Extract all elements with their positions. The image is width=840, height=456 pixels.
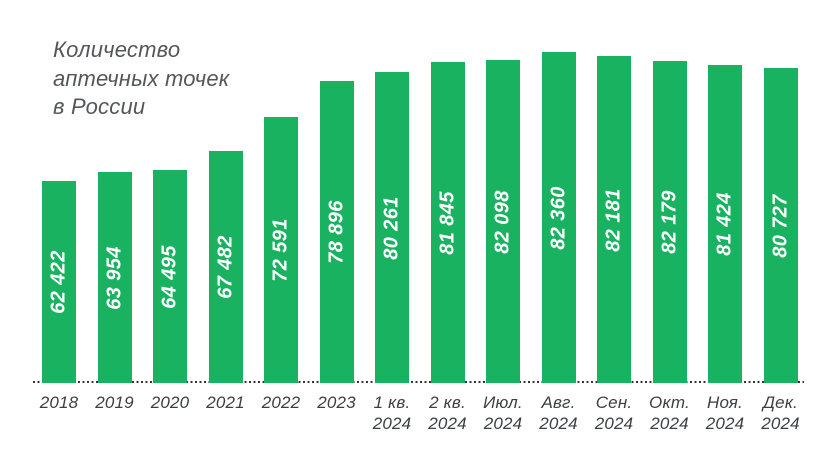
x-axis-label-2018: 2018	[27, 392, 91, 413]
x-axis-label-line-1: 2018	[39, 393, 79, 412]
x-axis-label-line-1: 2022	[261, 393, 301, 412]
x-axis-dotted-baseline	[33, 381, 804, 383]
bar-value-label: 80 261	[380, 195, 403, 260]
bar-value-label: 82 181	[602, 187, 625, 252]
x-axis-label-1-кв-2024: 1 кв. 2024	[360, 392, 424, 434]
bar-2019: 63 954	[97, 172, 132, 383]
x-axis-label-line-1: 2021	[206, 393, 245, 412]
x-axis-label-Дек-2024: Дек. 2024	[749, 392, 813, 434]
x-axis-label-Ноя-2024: Ноя. 2024	[693, 392, 757, 434]
bar-2-кв-2024: 81 845	[430, 62, 465, 383]
bar-Дек-2024: 80 727	[763, 68, 798, 383]
x-axis-label-line-2: 2024	[594, 414, 634, 433]
x-axis-label-Сен-2024: Сен. 2024	[582, 392, 646, 434]
bar-Сен-2024: 82 181	[597, 56, 631, 383]
x-axis-label-2023: 2023	[305, 392, 369, 413]
x-axis-label-2021: 2021	[194, 392, 258, 413]
chart-title-line-3: в России	[53, 94, 146, 119]
bar-value-label: 72 591	[269, 218, 292, 282]
x-axis-label-line-1: 2023	[317, 393, 356, 412]
x-axis-label-2022: 2022	[249, 392, 313, 413]
x-axis-label-line-2: 2024	[761, 414, 800, 433]
x-axis-label-line-2: 2024	[372, 414, 412, 433]
bar-Окт-2024: 82 179	[652, 61, 687, 383]
chart-title: Количество аптечных точек в России	[53, 36, 229, 122]
bar-value-label: 63 954	[103, 245, 125, 310]
bar-2022: 72 591	[264, 117, 298, 383]
chart-title-line-2: аптечных точек	[53, 65, 230, 91]
x-axis-label-line-2: 2024	[539, 414, 578, 433]
bar-value-label: 64 495	[158, 244, 181, 309]
x-axis-label-line-1: 1 кв.	[373, 393, 411, 412]
x-axis-label-line-2: 2024	[705, 414, 745, 433]
x-axis-label-line-1: 2019	[95, 393, 134, 412]
bar-Авг-2024: 82 360	[541, 52, 576, 383]
chart-title-line-1: Количество	[53, 37, 181, 62]
bar-Ноя-2024: 81 424	[708, 65, 742, 383]
x-axis-label-line-1: 2 кв.	[429, 393, 466, 412]
x-axis-label-line-2: 2024	[428, 414, 467, 433]
bar-value-label: 80 727	[769, 193, 791, 258]
x-axis-label-line-1: Авг.	[541, 393, 576, 412]
x-axis-label-2019: 2019	[83, 392, 147, 413]
bar-value-label: 81 424	[713, 192, 736, 256]
x-axis-label-line-1: 2020	[150, 393, 190, 412]
bar-2020: 64 495	[153, 170, 187, 383]
bar-Июл-2024: 82 098	[486, 60, 520, 383]
bar-value-label: 82 098	[491, 189, 514, 254]
bar-2018: 62 422	[42, 181, 76, 383]
x-axis-label-line-1: Июл.	[483, 393, 523, 412]
x-axis-label-line-1: Окт.	[649, 393, 690, 412]
x-axis-label-line-1: Дек.	[763, 393, 798, 412]
bar-value-label: 78 896	[325, 200, 347, 264]
x-axis-label-2020: 2020	[138, 392, 202, 413]
x-axis-label-Июл-2024: Июл. 2024	[471, 392, 535, 434]
x-axis-label-2-кв-2024: 2 кв. 2024	[416, 392, 480, 434]
bar-1-кв-2024: 80 261	[375, 72, 409, 383]
bar-value-label: 82 360	[547, 185, 569, 250]
bar-value-label: 62 422	[47, 250, 70, 314]
bar-value-label: 82 179	[658, 190, 680, 254]
bar-2023: 78 896	[319, 81, 354, 383]
bar-value-label: 81 845	[436, 190, 458, 255]
bar-value-label: 67 482	[214, 235, 236, 299]
x-axis-label-line-2: 2024	[483, 414, 523, 433]
x-axis-label-Авг-2024: Авг. 2024	[527, 392, 591, 434]
x-axis-label-line-2: 2024	[650, 414, 689, 433]
x-axis-label-line-1: Ноя.	[707, 393, 743, 412]
x-axis-label-Окт-2024: Окт. 2024	[638, 392, 702, 434]
x-axis-label-line-1: Сен.	[595, 393, 633, 412]
bar-2021: 67 482	[208, 151, 243, 383]
